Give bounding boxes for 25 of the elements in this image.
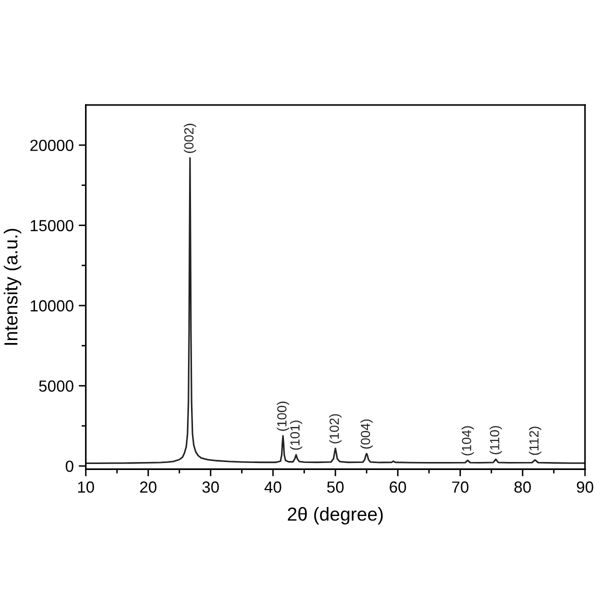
annotation: (100) bbox=[276, 402, 290, 431]
y-tick-label: 0 bbox=[66, 460, 74, 472]
x-tick-label: 70 bbox=[452, 481, 468, 493]
x-tick-label: 30 bbox=[202, 481, 219, 493]
y-tick-label: 10000 bbox=[30, 300, 74, 312]
x-tick-label: 40 bbox=[264, 481, 282, 493]
x-tick-label: 60 bbox=[390, 481, 406, 493]
x-tick-label: 10 bbox=[78, 481, 94, 493]
annotation: (112) bbox=[528, 426, 542, 455]
y-tick-label: 15000 bbox=[30, 220, 74, 232]
annotation: (004) bbox=[360, 419, 373, 449]
y-tick-label: 5000 bbox=[39, 380, 74, 392]
y-axis-title: Intensity (a.u.) bbox=[4, 228, 22, 345]
annotation: (104) bbox=[462, 426, 474, 456]
x-axis-title: 2θ (degree) bbox=[288, 507, 383, 524]
annotation: (102) bbox=[329, 414, 342, 444]
x-tick-label: 20 bbox=[140, 481, 156, 493]
x-tick-label: 80 bbox=[514, 481, 531, 493]
annotation: (110) bbox=[490, 426, 502, 454]
annotation: (002) bbox=[184, 124, 196, 153]
y-tick-label: 20000 bbox=[30, 140, 74, 152]
line-series bbox=[86, 157, 585, 464]
x-tick-label: 90 bbox=[576, 481, 594, 493]
annotation: (101) bbox=[290, 420, 302, 450]
x-tick-label: 50 bbox=[327, 481, 344, 493]
